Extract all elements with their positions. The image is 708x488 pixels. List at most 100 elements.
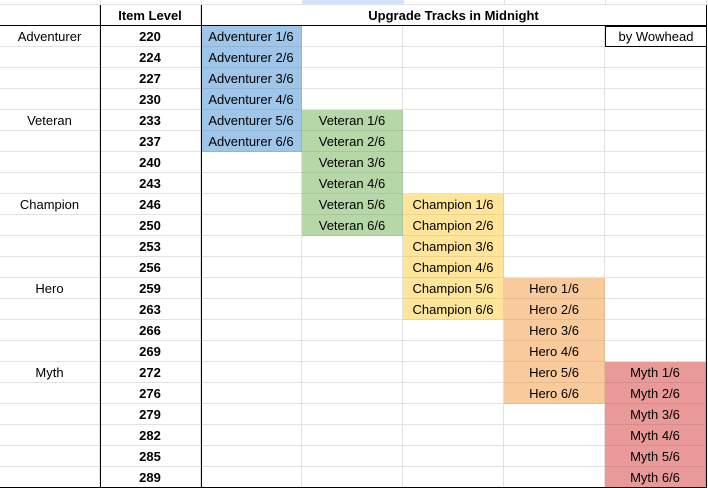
track-cell[interactable] xyxy=(403,89,504,110)
track-cell[interactable] xyxy=(201,152,302,173)
track-cell[interactable] xyxy=(201,383,302,404)
track-cell[interactable]: Myth 1/6 xyxy=(605,362,706,383)
item-level-value[interactable]: 233 xyxy=(100,110,201,131)
credit-label[interactable]: by Wowhead xyxy=(605,26,707,47)
track-cell[interactable] xyxy=(302,341,403,362)
track-cell[interactable] xyxy=(605,68,706,89)
track-cell[interactable]: Myth 4/6 xyxy=(605,425,706,446)
tier-label[interactable] xyxy=(0,257,100,278)
track-cell[interactable] xyxy=(201,257,302,278)
track-cell[interactable] xyxy=(403,320,504,341)
tier-label[interactable] xyxy=(0,425,100,446)
track-cell[interactable] xyxy=(605,47,706,68)
track-cell[interactable] xyxy=(504,47,605,68)
track-cell[interactable]: Veteran 3/6 xyxy=(302,152,403,173)
item-level-value[interactable]: 266 xyxy=(100,320,201,341)
track-cell[interactable] xyxy=(302,404,403,425)
track-cell[interactable] xyxy=(504,173,605,194)
track-cell[interactable] xyxy=(403,425,504,446)
track-cell[interactable]: Champion 3/6 xyxy=(403,236,504,257)
tier-label[interactable] xyxy=(0,236,100,257)
track-cell[interactable] xyxy=(302,383,403,404)
item-level-value[interactable]: 259 xyxy=(100,278,201,299)
track-cell[interactable] xyxy=(403,446,504,467)
tier-label[interactable]: Myth xyxy=(0,362,100,383)
grid-cell[interactable] xyxy=(100,0,202,5)
track-cell[interactable]: Myth 2/6 xyxy=(605,383,706,404)
grid-cell[interactable] xyxy=(0,0,101,5)
track-cell[interactable]: Adventurer 1/6 xyxy=(201,26,302,47)
track-cell[interactable] xyxy=(605,89,706,110)
track-cell[interactable] xyxy=(201,362,302,383)
item-level-value[interactable]: 263 xyxy=(100,299,201,320)
track-cell[interactable] xyxy=(605,278,706,299)
track-cell[interactable]: Hero 3/6 xyxy=(504,320,605,341)
track-cell[interactable] xyxy=(302,26,403,47)
tier-label[interactable] xyxy=(0,446,100,467)
item-level-value[interactable]: 269 xyxy=(100,341,201,362)
track-cell[interactable] xyxy=(504,425,605,446)
track-cell[interactable]: Veteran 1/6 xyxy=(302,110,403,131)
item-level-value[interactable]: 276 xyxy=(100,383,201,404)
item-level-value[interactable]: 230 xyxy=(100,89,201,110)
track-cell[interactable] xyxy=(302,425,403,446)
track-cell[interactable]: Veteran 6/6 xyxy=(302,215,403,236)
track-cell[interactable] xyxy=(302,467,403,488)
track-cell[interactable] xyxy=(201,467,302,488)
track-cell[interactable]: Champion 6/6 xyxy=(403,299,504,320)
track-cell[interactable] xyxy=(504,257,605,278)
item-level-value[interactable]: 227 xyxy=(100,68,201,89)
track-cell[interactable]: Myth 3/6 xyxy=(605,404,706,425)
track-cell[interactable] xyxy=(201,446,302,467)
track-cell[interactable]: Champion 1/6 xyxy=(403,194,504,215)
tier-label[interactable]: Champion xyxy=(0,194,100,215)
tier-label[interactable] xyxy=(0,299,100,320)
track-cell[interactable] xyxy=(605,152,706,173)
tier-label[interactable]: Veteran xyxy=(0,110,100,131)
track-cell[interactable]: Adventurer 6/6 xyxy=(201,131,302,152)
track-cell[interactable]: Hero 1/6 xyxy=(504,278,605,299)
tier-label[interactable] xyxy=(0,341,100,362)
track-cell[interactable] xyxy=(302,446,403,467)
track-cell[interactable]: Veteran 5/6 xyxy=(302,194,403,215)
track-cell[interactable] xyxy=(403,47,504,68)
tier-label[interactable] xyxy=(0,89,100,110)
track-cell[interactable]: Veteran 2/6 xyxy=(302,131,403,152)
track-cell[interactable] xyxy=(201,299,302,320)
track-cell[interactable] xyxy=(504,194,605,215)
track-cell[interactable] xyxy=(302,236,403,257)
track-cell[interactable] xyxy=(403,362,504,383)
item-level-value[interactable]: 282 xyxy=(100,425,201,446)
grid-cell[interactable] xyxy=(302,0,404,5)
item-level-value[interactable]: 272 xyxy=(100,362,201,383)
item-level-value[interactable]: 237 xyxy=(100,131,201,152)
item-level-value[interactable]: 285 xyxy=(100,446,201,467)
track-cell[interactable] xyxy=(201,341,302,362)
tier-label[interactable] xyxy=(0,320,100,341)
track-cell[interactable] xyxy=(201,278,302,299)
item-level-value[interactable]: 289 xyxy=(100,467,201,488)
track-cell[interactable] xyxy=(605,110,706,131)
grid-cell[interactable] xyxy=(403,0,505,5)
track-cell[interactable]: Hero 6/6 xyxy=(504,383,605,404)
track-cell[interactable] xyxy=(504,446,605,467)
tier-label[interactable]: Adventurer xyxy=(0,26,100,47)
track-cell[interactable]: Hero 2/6 xyxy=(504,299,605,320)
track-cell[interactable] xyxy=(605,320,706,341)
track-cell[interactable] xyxy=(403,383,504,404)
track-cell[interactable] xyxy=(504,131,605,152)
item-level-header[interactable]: Item Level xyxy=(100,5,201,26)
track-cell[interactable] xyxy=(504,152,605,173)
track-cell[interactable] xyxy=(605,341,706,362)
track-cell[interactable]: Champion 5/6 xyxy=(403,278,504,299)
track-cell[interactable] xyxy=(302,278,403,299)
track-cell[interactable] xyxy=(403,173,504,194)
track-cell[interactable] xyxy=(302,299,403,320)
track-cell[interactable]: Myth 5/6 xyxy=(605,446,706,467)
track-cell[interactable] xyxy=(302,89,403,110)
track-cell[interactable] xyxy=(302,47,403,68)
track-cell[interactable] xyxy=(605,194,706,215)
track-cell[interactable] xyxy=(605,257,706,278)
tier-label[interactable] xyxy=(0,47,100,68)
tier-label[interactable] xyxy=(0,404,100,425)
